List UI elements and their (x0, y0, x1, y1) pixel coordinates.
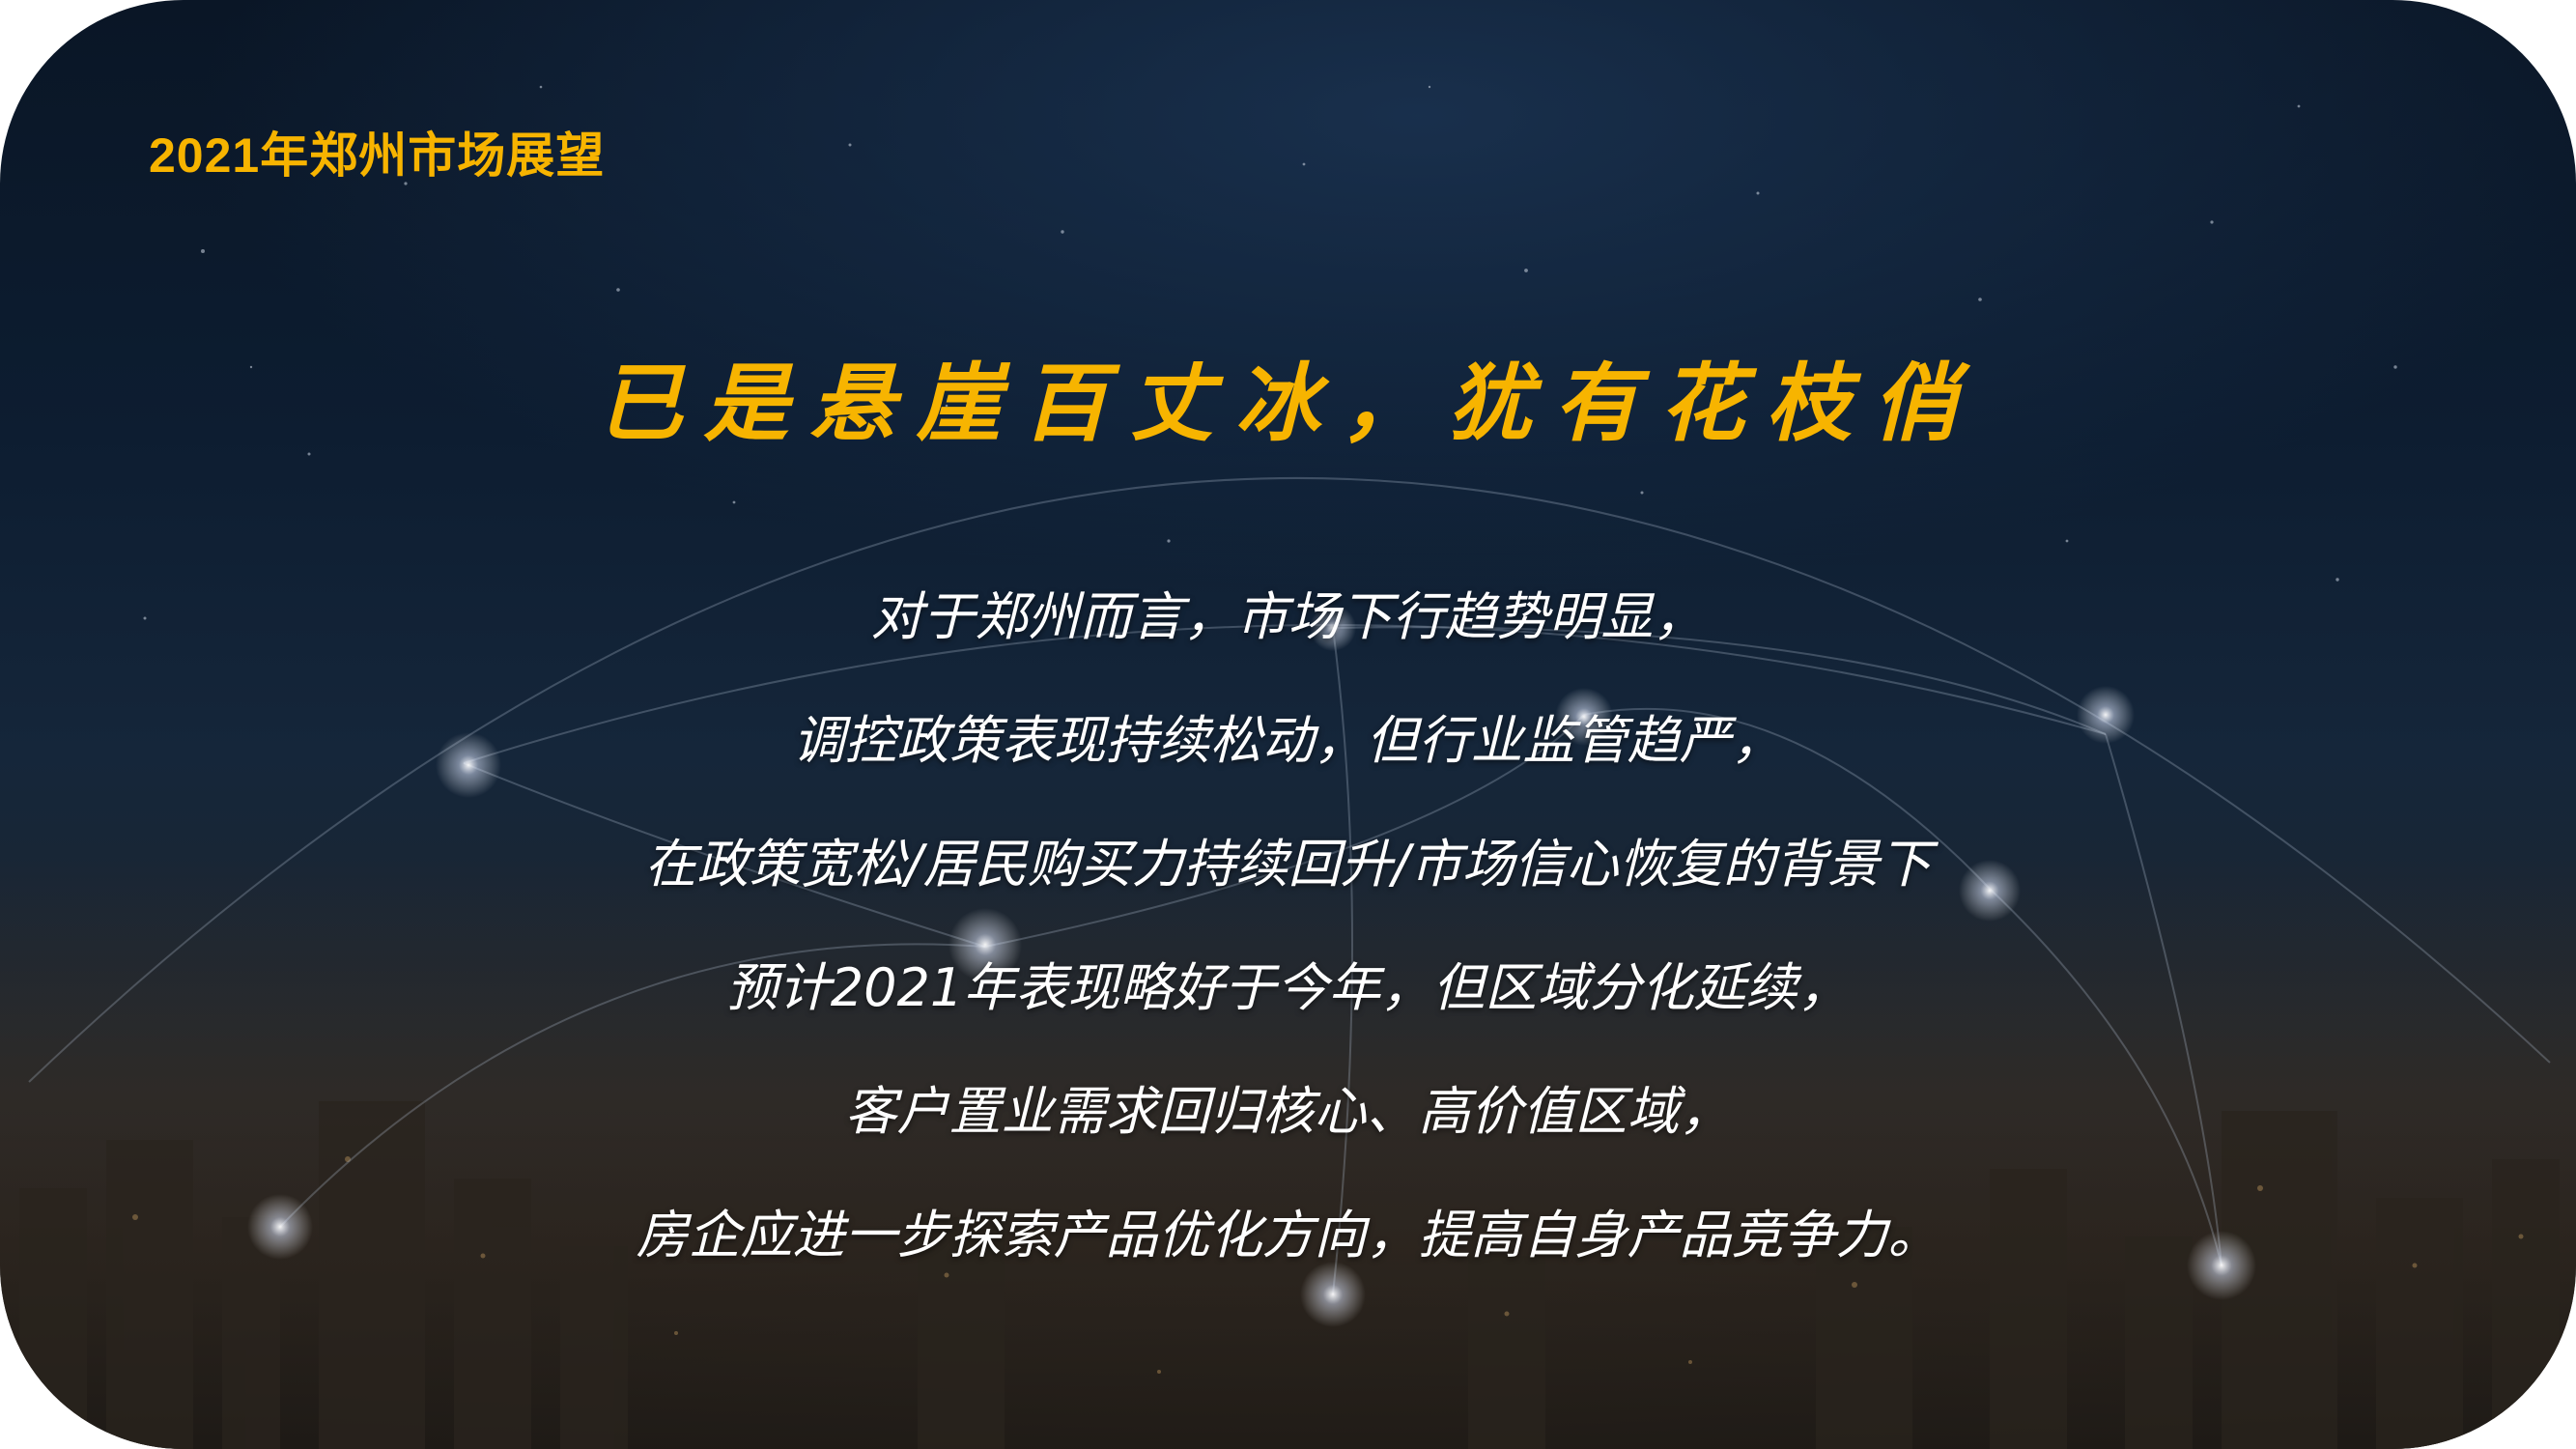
glowing-nodes (247, 605, 2256, 1327)
body-line: 预计2021年表现略好于今年，但区域分化延续， (725, 957, 1851, 1018)
city-buildings (19, 1101, 2560, 1449)
globe-network-lines (28, 477, 2551, 1295)
body-line: 客户置业需求回归核心、高价值区域， (844, 1081, 1732, 1142)
body-line: 在政策宽松/居民购买力持续回升/市场信心恢复的背景下 (644, 834, 1932, 895)
stars (143, 85, 2397, 620)
section-title: 2021年郑州市场展望 (149, 128, 606, 183)
body-paragraph: 对于郑州而言，市场下行趋势明显， 调控政策表现持续松动，但行业监管趋严， 在政策… (0, 574, 2576, 1316)
city-lights (132, 1156, 2524, 1374)
body-line: 房企应进一步探索产品优化方向，提高自身产品竞争力。 (636, 1205, 1940, 1265)
headline-quote: 已是悬崖百丈冰，犹有花枝俏 (597, 353, 1979, 453)
body-line: 调控政策表现持续松动，但行业监管趋严， (792, 710, 1784, 771)
body-line: 对于郑州而言，市场下行趋势明显， (870, 586, 1706, 647)
